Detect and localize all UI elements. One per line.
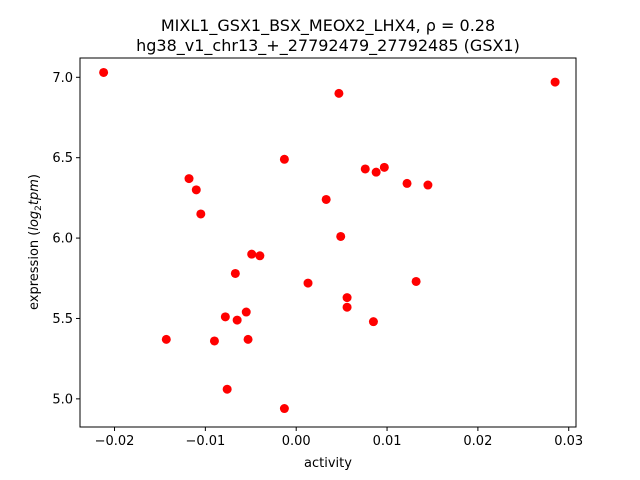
data-point — [371, 167, 381, 177]
ticks-layer: −0.02 −0.01 0.00 0.01 0.02 0.03 5.0 5.5 6.0 6.5 7.… — [52, 71, 583, 449]
y-tick-label: 6.5 — [52, 151, 73, 166]
data-point — [230, 268, 240, 278]
y-tick-label: 6.0 — [52, 232, 73, 247]
data-point — [247, 249, 257, 259]
x-tick-label: −0.01 — [185, 434, 225, 449]
chart-title-line-2: hg38_v1_chr13_+_27792479_27792485 (GSX1) — [136, 36, 520, 56]
y-axis-label-log: log — [27, 211, 42, 231]
data-point — [279, 154, 289, 164]
data-point — [342, 293, 352, 303]
data-point — [303, 278, 313, 288]
data-point — [334, 88, 344, 98]
data-point — [321, 194, 331, 204]
data-point — [209, 336, 219, 346]
data-point — [402, 178, 412, 188]
data-point — [411, 276, 421, 286]
y-axis-label-tpm: tpm — [27, 179, 42, 205]
data-point — [342, 302, 352, 312]
y-tick-label: 5.0 — [52, 392, 73, 407]
chart-title-line-1: MIXL1_GSX1_BSX_MEOX2_LHX4, ρ = 0.28 — [161, 16, 495, 36]
data-point — [241, 307, 251, 317]
x-tick-label: 0.00 — [282, 434, 311, 449]
data-point — [243, 334, 253, 344]
x-tick-label: 0.02 — [463, 434, 492, 449]
y-axis-label: expression (log2tpm) — [27, 174, 44, 310]
data-point — [191, 185, 201, 195]
data-point — [279, 404, 289, 414]
x-axis-label: activity — [304, 456, 352, 471]
data-point — [550, 77, 560, 87]
data-point — [368, 317, 378, 327]
data-point — [360, 164, 370, 174]
y-tick-label: 5.5 — [52, 312, 73, 327]
y-axis-label-prefix: expression ( — [27, 231, 42, 310]
x-tick-label: 0.01 — [373, 434, 402, 449]
data-point — [423, 180, 433, 190]
x-tick-label: 0.03 — [554, 434, 583, 449]
data-point — [255, 251, 265, 261]
y-axis-label-subscript: 2 — [34, 205, 44, 211]
data-point — [161, 334, 171, 344]
data-point — [220, 312, 230, 322]
data-point — [196, 209, 206, 219]
points-layer — [99, 67, 560, 414]
data-point — [99, 67, 109, 77]
x-tick-label: −0.02 — [95, 434, 135, 449]
data-point — [336, 231, 346, 241]
data-point — [184, 174, 194, 184]
y-tick-label: 7.0 — [52, 71, 73, 86]
data-point — [232, 315, 242, 325]
data-point — [379, 162, 389, 172]
data-point — [222, 384, 232, 394]
plot-frame — [79, 57, 577, 428]
y-axis-label-suffix: ) — [27, 174, 42, 179]
